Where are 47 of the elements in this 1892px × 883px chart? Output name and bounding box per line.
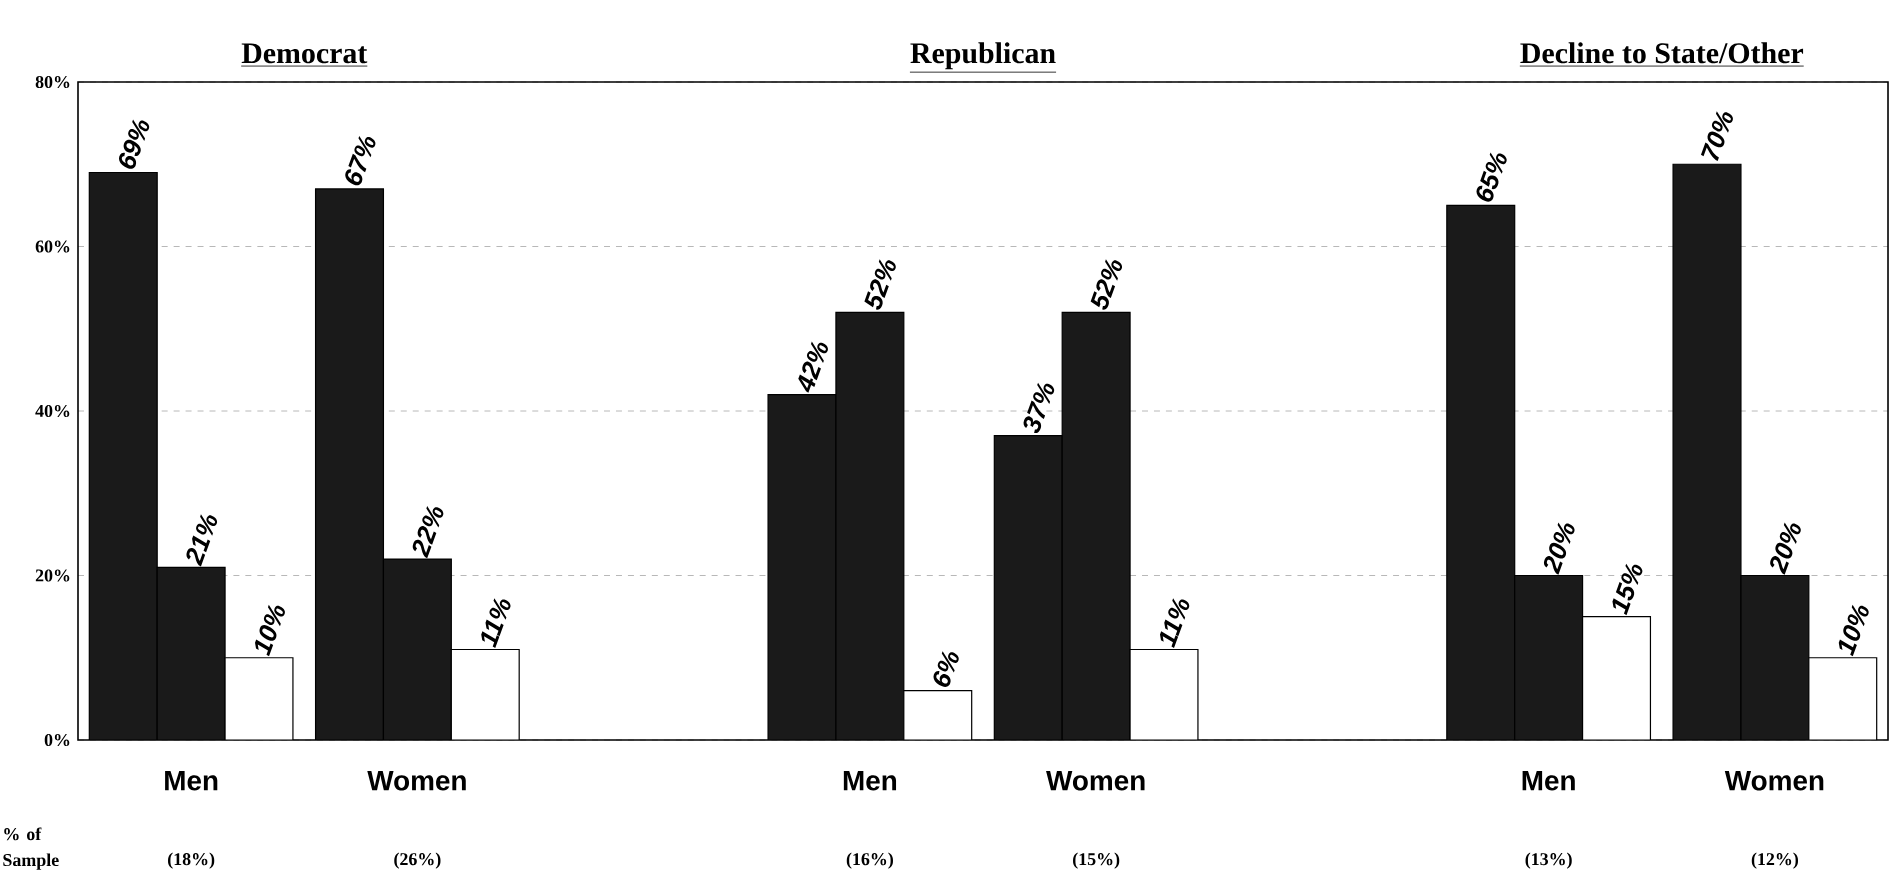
bar	[768, 394, 836, 740]
x-tick-label: Men	[165, 771, 218, 791]
data-label: 20%	[1543, 522, 1575, 575]
bar	[1672, 163, 1742, 740]
bar	[835, 312, 904, 740]
text: (15%)	[1073, 852, 1120, 869]
y-tick-label: 80%	[35, 75, 70, 89]
data-label: 22%	[412, 506, 444, 559]
data-label: 11%	[1159, 598, 1190, 649]
text: (13%)	[1525, 852, 1572, 869]
text: % of Sample	[3, 827, 59, 870]
data-label: 15%	[1612, 563, 1643, 616]
data-label: 69%	[118, 119, 150, 169]
text: Decline to State/Other	[1520, 42, 1804, 64]
x-tick-label: Women	[367, 771, 466, 791]
text: Democrat	[241, 43, 368, 64]
text: (16%)	[846, 852, 894, 869]
bar	[224, 657, 294, 740]
bar	[1740, 574, 1810, 740]
text: (26%)	[394, 852, 441, 869]
data-label: 10%	[1838, 604, 1869, 657]
x-tick-label: Women	[1724, 771, 1824, 791]
text: Republican	[910, 42, 1056, 70]
bar	[450, 648, 520, 740]
y-tick-label: 40%	[35, 404, 70, 418]
data-label: 52%	[864, 259, 896, 310]
data-label: 37%	[1023, 382, 1055, 434]
data-label: 11%	[481, 598, 511, 649]
data-label: 42%	[798, 341, 828, 393]
data-label: 52%	[1090, 259, 1123, 310]
bar	[1808, 657, 1878, 740]
y-tick-label: 20%	[35, 569, 70, 582]
data-label: 10%	[255, 604, 285, 657]
x-tick-label: Men	[843, 771, 897, 791]
x-tick-label: Women	[1046, 771, 1145, 791]
data-label: 6%	[933, 651, 959, 687]
data-label: 67%	[345, 135, 376, 186]
data-label: 21%	[186, 514, 218, 567]
data-label: 70%	[1700, 111, 1733, 162]
bar	[1581, 616, 1652, 740]
data-label: 20%	[1770, 522, 1801, 575]
y-tick-label: 0%	[44, 733, 70, 747]
text: (12%)	[1751, 852, 1799, 869]
text: (18%)	[168, 852, 215, 869]
x-tick-label: Men	[1522, 771, 1575, 791]
y-tick-label: 60%	[35, 240, 70, 253]
data-label: 65%	[1476, 152, 1507, 202]
